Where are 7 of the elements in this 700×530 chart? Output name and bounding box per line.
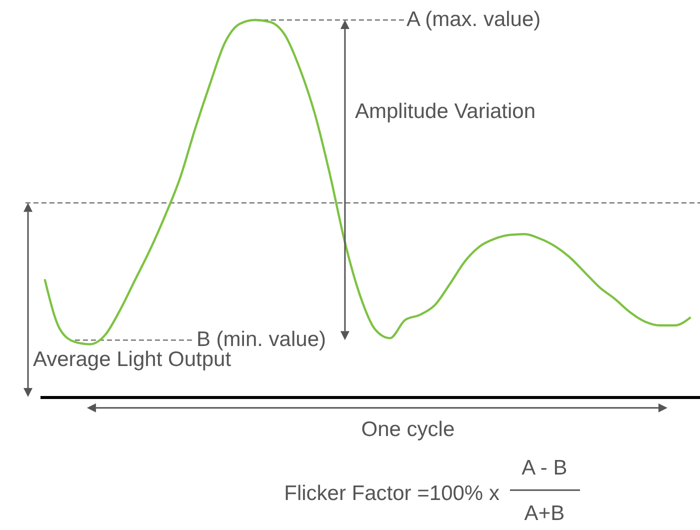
text: Flicker Factor =100% x <box>284 482 500 505</box>
ref-line-label: A (max. value) <box>406 8 541 31</box>
annotation: Amplitude Variation <box>355 100 536 123</box>
text: A - B <box>522 456 568 480</box>
text: A+B <box>524 502 565 525</box>
ref-line-label: B (min. value) <box>196 328 326 352</box>
text: One cycle <box>361 418 455 441</box>
